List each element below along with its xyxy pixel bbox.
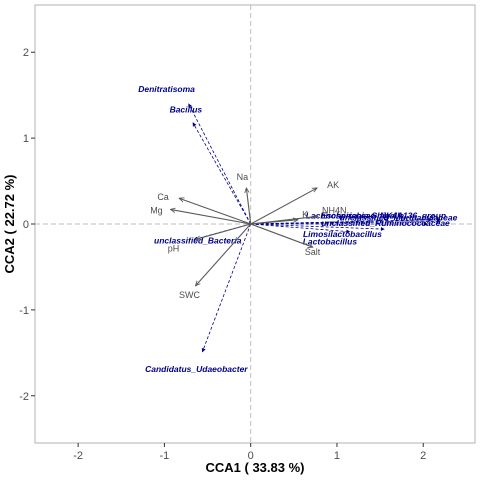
y-tick-label: 0 xyxy=(23,219,29,231)
env-label-mg: Mg xyxy=(150,205,163,215)
x-axis-title: CCA1 ( 33.83 %) xyxy=(206,460,305,475)
species-label-denitratisoma: Denitratisoma xyxy=(138,84,195,94)
env-arrow-salt xyxy=(250,223,313,247)
x-tick-label: 0 xyxy=(248,450,254,462)
species-label-unclassified-ruminococcaceae: unclassified_Ruminococcaceae xyxy=(321,218,450,228)
axis-ticks: -2 -1 0 1 2 -2 -1 0 1 2 xyxy=(19,47,426,462)
x-tick-label: 1 xyxy=(334,450,340,462)
species-arrow-lachnospiraceae-nk4a136-group xyxy=(250,217,433,225)
species-arrow-limosilactobacillus xyxy=(250,223,385,232)
env-arrow-ak xyxy=(250,188,317,225)
y-tick-label: 1 xyxy=(23,133,29,145)
env-arrow-ph xyxy=(195,223,251,239)
species-label-lachnospiraceae-nk4a136-group: Lachnospiraceae_NK4A136_group xyxy=(306,211,446,221)
env-arrow-ca xyxy=(179,198,251,225)
species-arrow-bacillus xyxy=(192,122,252,225)
species-label-limosilactobacillus: Limosilactobacillus xyxy=(303,229,382,239)
y-axis-title: CCA2 ( 22.72 %) xyxy=(2,175,17,274)
env-label-nh4n: NH4N xyxy=(322,205,347,215)
y-tick-label: -2 xyxy=(19,391,29,403)
env-label-salt: Salt xyxy=(305,247,321,257)
x-tick-label: -2 xyxy=(73,450,83,462)
environmental-vectors: Na AK Ca Mg NH4N KpH Salt SWC xyxy=(150,172,346,300)
env-label-k: K xyxy=(302,210,308,220)
species-label-candidatus-udaeobacter: Candidatus_Udaeobacter xyxy=(145,364,248,374)
env-arrow-k xyxy=(250,220,298,225)
env-label-swc: SWC xyxy=(179,290,200,300)
env-label-na: Na xyxy=(237,172,249,182)
x-tick-label: 2 xyxy=(420,450,426,462)
env-arrow-mg xyxy=(170,209,251,225)
species-vectors: DenitratisomaBacillusunclassified_Bacter… xyxy=(138,84,457,374)
species-arrow-candidatus-udaeobacter xyxy=(201,223,252,353)
species-label-bacillus: Bacillus xyxy=(170,105,203,115)
y-tick-label: -1 xyxy=(19,305,29,317)
y-tick-label: 2 xyxy=(23,47,29,59)
env-arrow-swc xyxy=(195,223,252,286)
species-label-unclassified-muribaculaceae: unclassified_Muribaculaceae xyxy=(340,212,458,222)
env-label-ca: Ca xyxy=(157,192,169,202)
env-label-ak: AK xyxy=(327,180,339,190)
species-arrow-denitratisoma xyxy=(188,103,252,225)
species-arrow-lactobacillus xyxy=(250,223,351,234)
species-label-lactobacillus: Lactobacillus xyxy=(303,237,358,247)
species-label-escherichia-shigella: Escherichia-Shigella xyxy=(321,211,404,221)
x-tick-label: -1 xyxy=(160,450,170,462)
env-arrow-na xyxy=(246,188,252,225)
env-label-ph: pH xyxy=(168,243,180,253)
